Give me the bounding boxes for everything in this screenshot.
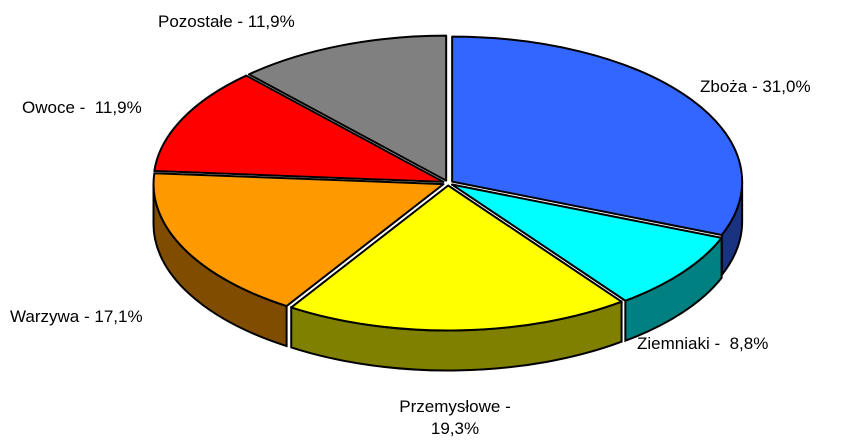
slice	[451, 35, 744, 236]
slice-label: Warzywa - 17,1%	[10, 307, 143, 326]
slice	[153, 74, 445, 183]
slice-label: Ziemniaki - 8,8%	[637, 334, 769, 353]
slice	[152, 172, 445, 308]
slice-label: Pozostałe - 11,9%	[158, 12, 295, 31]
slice	[247, 34, 448, 182]
slice-label: Przemysłowe - 19,3%	[399, 397, 516, 438]
slice-label: Zboża - 31,0%	[700, 77, 811, 96]
slice	[450, 183, 723, 302]
slice-label: Owoce - 11,9%	[22, 98, 142, 117]
slice	[290, 184, 623, 332]
